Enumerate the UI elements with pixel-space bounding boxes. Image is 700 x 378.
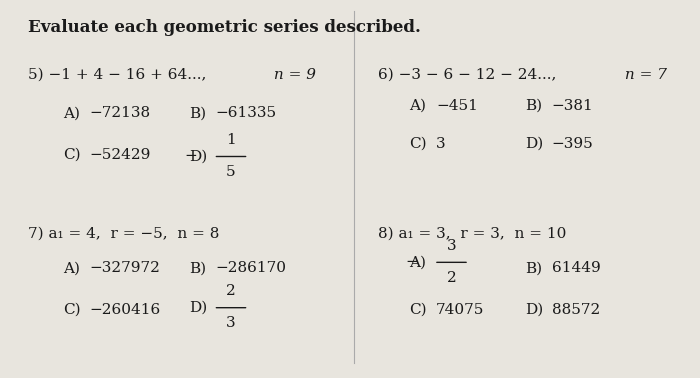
Text: C): C) xyxy=(410,303,427,317)
Text: −286170: −286170 xyxy=(216,261,286,276)
Text: B): B) xyxy=(525,99,542,113)
Text: −381: −381 xyxy=(552,99,594,113)
Text: 5: 5 xyxy=(226,165,236,179)
Text: 8) a₁ = 3,  r = 3,  n = 10: 8) a₁ = 3, r = 3, n = 10 xyxy=(378,227,566,241)
Text: B): B) xyxy=(189,106,206,121)
Text: 6) −3 − 6 − 12 − 24...,: 6) −3 − 6 − 12 − 24..., xyxy=(378,68,556,82)
Text: 1: 1 xyxy=(226,133,236,147)
Text: 88572: 88572 xyxy=(552,303,600,317)
Text: 3: 3 xyxy=(436,136,446,151)
Text: −: − xyxy=(185,149,197,163)
Text: 3: 3 xyxy=(447,239,456,253)
Text: 5) −1 + 4 − 16 + 64...,: 5) −1 + 4 − 16 + 64..., xyxy=(28,68,206,82)
Text: 61449: 61449 xyxy=(552,261,601,276)
Text: −260416: −260416 xyxy=(90,303,161,317)
Text: −72138: −72138 xyxy=(90,106,150,121)
Text: 2: 2 xyxy=(226,284,236,298)
Text: B): B) xyxy=(189,261,206,276)
Text: −: − xyxy=(405,254,418,269)
Text: n = 9: n = 9 xyxy=(270,68,316,82)
Text: 7) a₁ = 4,  r = −5,  n = 8: 7) a₁ = 4, r = −5, n = 8 xyxy=(28,227,219,241)
Text: Evaluate each geometric series described.: Evaluate each geometric series described… xyxy=(28,19,421,36)
Text: 74075: 74075 xyxy=(436,303,484,317)
Text: C): C) xyxy=(63,303,80,317)
Text: −52429: −52429 xyxy=(90,148,151,162)
Text: D): D) xyxy=(189,301,207,315)
Text: D): D) xyxy=(189,150,207,164)
Text: A): A) xyxy=(63,106,80,121)
Text: C): C) xyxy=(410,136,427,151)
Text: n = 7: n = 7 xyxy=(620,68,666,82)
Text: A): A) xyxy=(63,261,80,276)
Text: C): C) xyxy=(63,148,80,162)
Text: 2: 2 xyxy=(447,271,456,285)
Text: D): D) xyxy=(525,303,543,317)
Text: −395: −395 xyxy=(552,136,594,151)
Text: −451: −451 xyxy=(436,99,478,113)
Text: D): D) xyxy=(525,136,543,151)
Text: A): A) xyxy=(410,99,426,113)
Text: A): A) xyxy=(410,256,426,270)
Text: 3: 3 xyxy=(226,316,236,330)
Text: B): B) xyxy=(525,261,542,276)
Text: −61335: −61335 xyxy=(216,106,276,121)
Text: −327972: −327972 xyxy=(90,261,160,276)
